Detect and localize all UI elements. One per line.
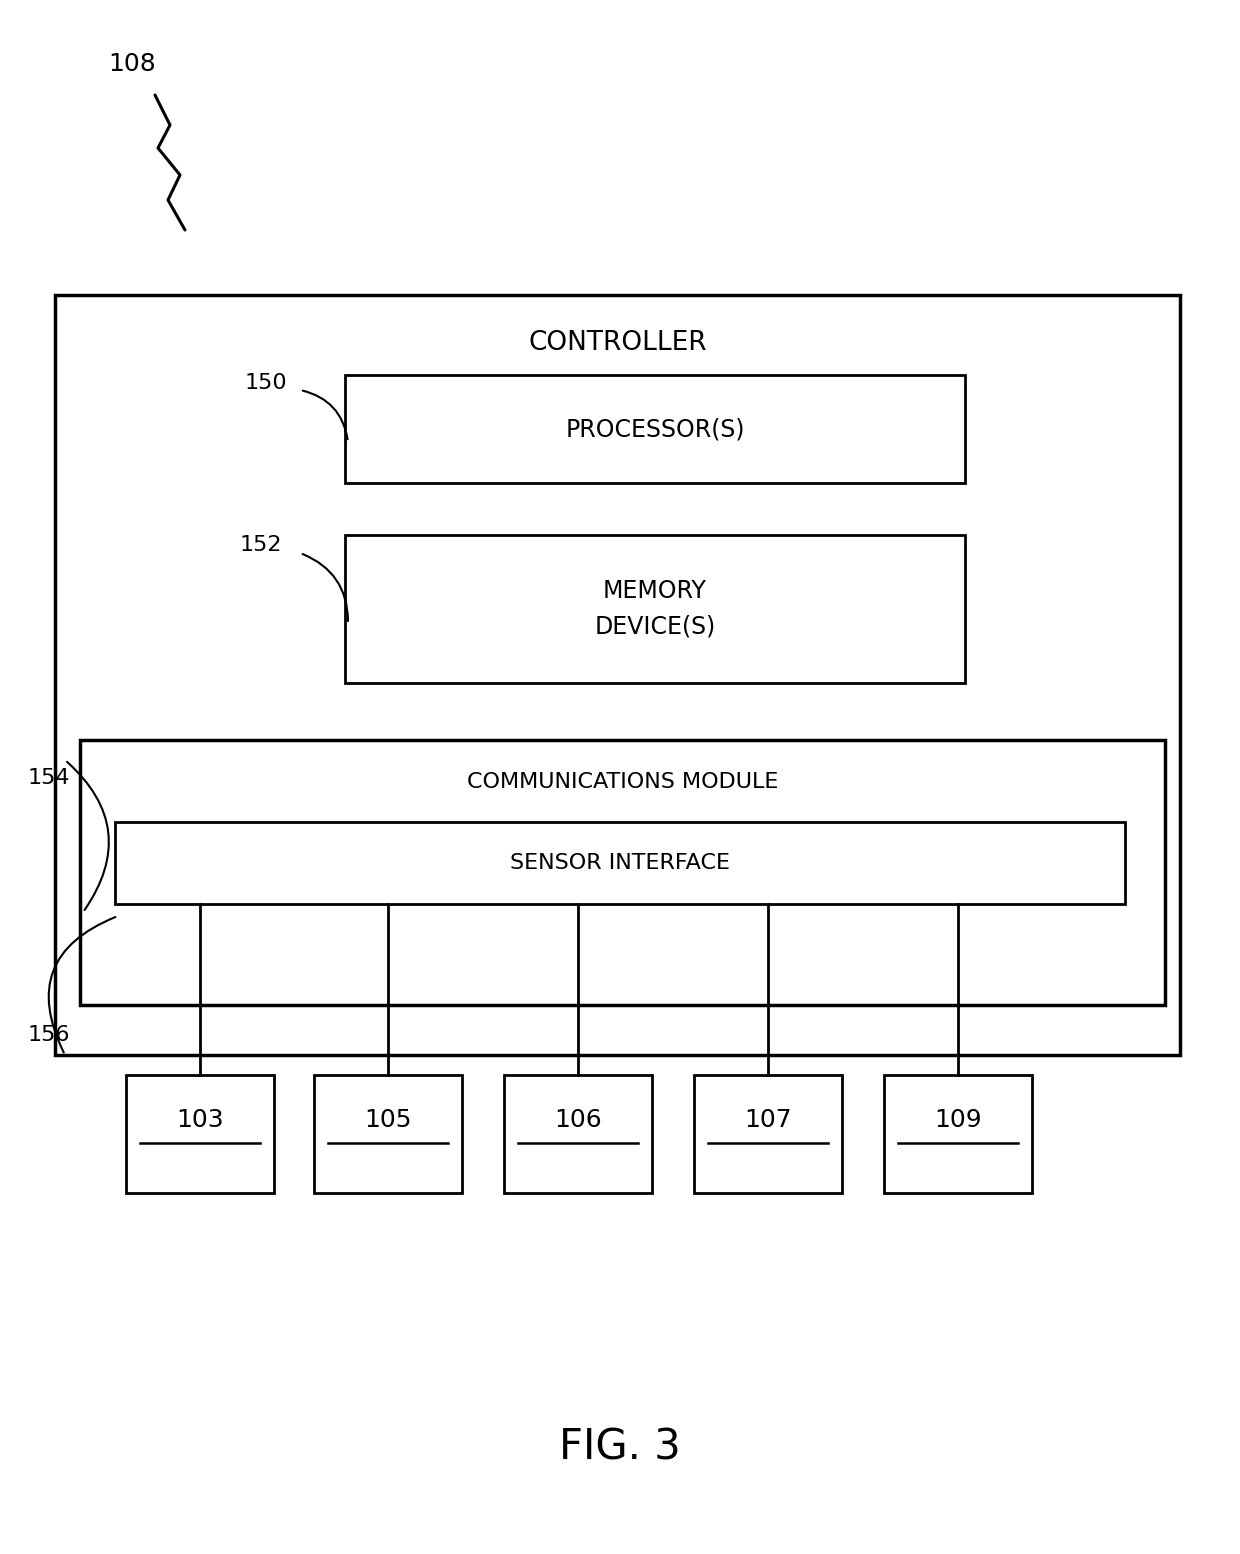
- Text: CONTROLLER: CONTROLLER: [528, 329, 707, 356]
- Bar: [345, 375, 965, 483]
- Bar: [503, 1075, 652, 1193]
- Text: 105: 105: [365, 1108, 412, 1131]
- Text: 156: 156: [29, 1026, 71, 1044]
- Bar: [81, 740, 1166, 1005]
- Text: 107: 107: [744, 1108, 792, 1131]
- Text: 150: 150: [246, 373, 288, 393]
- Text: 108: 108: [108, 51, 156, 76]
- Bar: [55, 295, 1180, 1055]
- Bar: [694, 1075, 842, 1193]
- Text: PROCESSOR(S): PROCESSOR(S): [565, 416, 745, 441]
- Text: 154: 154: [29, 768, 71, 788]
- Text: MEMORY
DEVICE(S): MEMORY DEVICE(S): [594, 580, 715, 639]
- Bar: [115, 822, 1125, 904]
- Text: SENSOR INTERFACE: SENSOR INTERFACE: [510, 853, 730, 873]
- Bar: [345, 535, 965, 684]
- Bar: [884, 1075, 1032, 1193]
- Bar: [126, 1075, 274, 1193]
- Text: 109: 109: [934, 1108, 982, 1131]
- Text: FIG. 3: FIG. 3: [559, 1427, 681, 1469]
- Text: 106: 106: [554, 1108, 601, 1131]
- Text: 152: 152: [241, 535, 283, 555]
- Text: COMMUNICATIONS MODULE: COMMUNICATIONS MODULE: [466, 772, 779, 793]
- Bar: [314, 1075, 463, 1193]
- Text: 103: 103: [176, 1108, 223, 1131]
